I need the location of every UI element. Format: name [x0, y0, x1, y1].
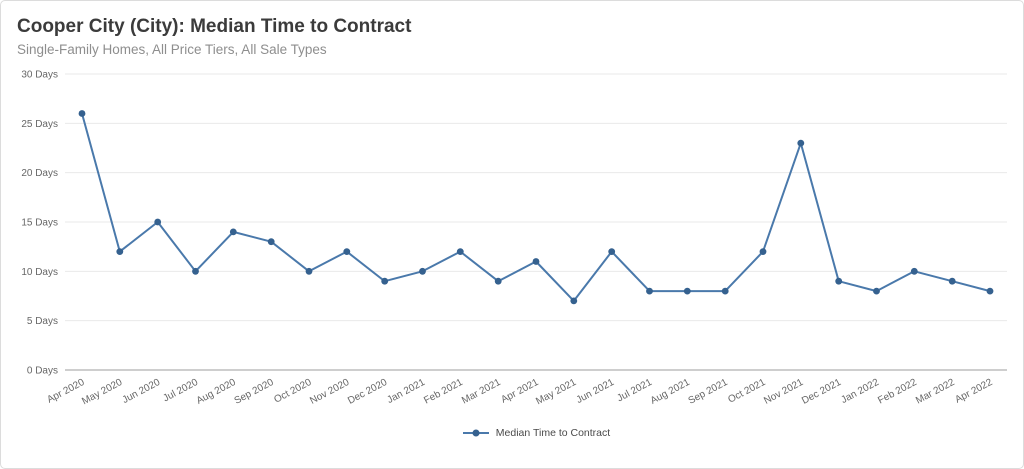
- x-tick-label: Mar 2021: [460, 377, 503, 407]
- x-tick-label: Nov 2020: [308, 377, 351, 407]
- x-tick-label: Oct 2021: [726, 377, 767, 406]
- x-tick-label: Mar 2022: [914, 377, 957, 407]
- data-point[interactable]: [419, 267, 426, 275]
- gridlines: [65, 73, 1007, 371]
- data-point[interactable]: [229, 228, 237, 236]
- x-tick-label: Feb 2021: [422, 377, 465, 407]
- data-point[interactable]: [570, 297, 578, 305]
- data-point[interactable]: [116, 248, 124, 256]
- chart-subtitle: Single-Family Homes, All Price Tiers, Al…: [17, 41, 327, 57]
- x-tick-label: Apr 2020: [45, 377, 86, 406]
- y-tick-label: 5 Days: [27, 316, 58, 327]
- data-point[interactable]: [192, 267, 199, 275]
- data-point[interactable]: [910, 267, 918, 275]
- x-tick-label: Jun 2021: [575, 377, 617, 406]
- data-point[interactable]: [532, 258, 540, 265]
- y-axis-labels: 0 Days 5 Days 10 Days 15 Days 20 Days 25 Days…: [21, 70, 58, 377]
- data-point[interactable]: [305, 267, 313, 275]
- data-points: [78, 110, 994, 305]
- data-point[interactable]: [267, 238, 275, 246]
- x-tick-label: Aug 2020: [195, 377, 238, 407]
- data-point[interactable]: [646, 287, 653, 295]
- data-point[interactable]: [873, 287, 880, 295]
- data-point[interactable]: [986, 287, 994, 295]
- y-tick-label: 20 Days: [21, 168, 58, 179]
- data-point[interactable]: [683, 287, 691, 295]
- data-point[interactable]: [381, 277, 389, 285]
- data-point[interactable]: [494, 277, 502, 285]
- y-tick-label: 25 Days: [21, 119, 58, 130]
- data-point[interactable]: [948, 277, 956, 285]
- series-line: [81, 112, 991, 302]
- data-point[interactable]: [456, 248, 464, 256]
- x-tick-label: Oct 2020: [272, 377, 313, 406]
- x-tick-label: Feb 2022: [876, 377, 919, 407]
- x-tick-label: Apr 2021: [499, 377, 540, 406]
- x-tick-label: Dec 2021: [800, 377, 843, 407]
- x-tick-label: Jan 2022: [839, 377, 881, 406]
- data-point[interactable]: [721, 287, 729, 295]
- data-point[interactable]: [78, 110, 86, 117]
- x-tick-label: May 2020: [80, 377, 124, 408]
- x-tick-label: Nov 2021: [762, 377, 805, 407]
- legend-item[interactable]: Median Time to Contract: [65, 427, 1007, 439]
- chart-header: Cooper City (City): Median Time to Contr…: [17, 15, 411, 58]
- x-tick-label: Sep 2021: [687, 377, 730, 407]
- data-point[interactable]: [608, 248, 616, 256]
- y-tick-label: 15 Days: [21, 218, 58, 229]
- data-point[interactable]: [759, 248, 767, 256]
- page-title: Cooper City (City): Median Time to Contr…: [17, 16, 412, 37]
- x-tick-label: Jul 2021: [615, 377, 654, 405]
- x-tick-label: Jul 2020: [161, 377, 200, 405]
- y-tick-label: 30 Days: [21, 70, 58, 81]
- x-tick-label: Apr 2022: [953, 377, 994, 406]
- line-marker-icon: [462, 429, 489, 437]
- x-tick-label: Jan 2021: [385, 377, 427, 406]
- legend-label: Median Time to Contract: [495, 427, 611, 439]
- x-tick-label: Jun 2020: [121, 377, 163, 406]
- data-point[interactable]: [835, 277, 843, 285]
- y-tick-label: 0 Days: [27, 366, 58, 377]
- data-point[interactable]: [154, 218, 162, 226]
- x-tick-label: May 2021: [534, 377, 578, 408]
- data-point[interactable]: [797, 139, 805, 147]
- y-tick-label: 10 Days: [21, 267, 58, 278]
- x-tick-label: Aug 2021: [649, 377, 692, 407]
- x-tick-label: Sep 2020: [233, 377, 276, 407]
- x-tick-label: Dec 2020: [346, 377, 389, 407]
- data-point[interactable]: [343, 248, 351, 256]
